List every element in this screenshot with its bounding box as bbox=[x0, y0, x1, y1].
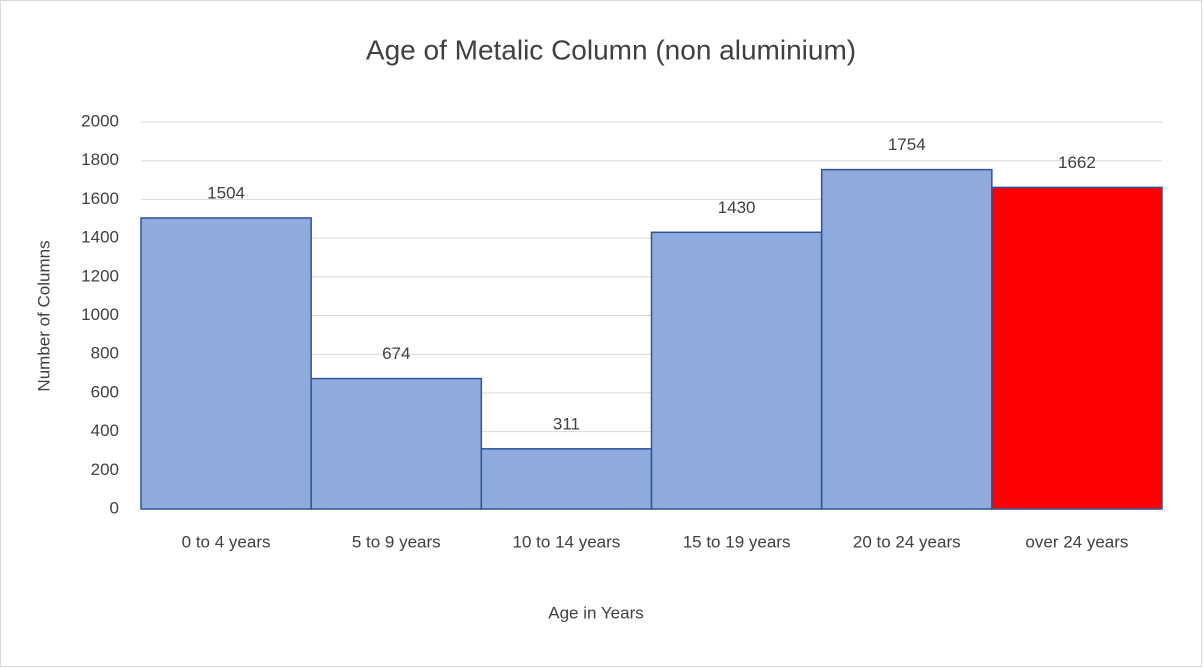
bar bbox=[310, 377, 483, 510]
x-tick-label: 15 to 19 years bbox=[683, 532, 791, 551]
y-tick-label: 2000 bbox=[81, 111, 119, 130]
y-tick-label: 800 bbox=[91, 344, 119, 363]
data-label: 1662 bbox=[1058, 153, 1096, 172]
data-label: 1504 bbox=[207, 183, 245, 202]
x-axis-label: Age in Years bbox=[548, 603, 643, 622]
x-tick-label: 0 to 4 years bbox=[182, 532, 271, 551]
y-tick-label: 1000 bbox=[81, 305, 119, 324]
y-tick-label: 400 bbox=[91, 421, 119, 440]
y-tick-label: 1800 bbox=[81, 150, 119, 169]
data-label: 1754 bbox=[888, 135, 926, 154]
bar bbox=[140, 217, 312, 510]
bar bbox=[820, 168, 993, 510]
chart-title: Age of Metalic Column (non aluminium) bbox=[366, 34, 856, 65]
y-axis-label: Number of Columns bbox=[34, 240, 53, 391]
x-tick-label: 10 to 14 years bbox=[513, 532, 621, 551]
y-tick-label: 1400 bbox=[81, 228, 119, 247]
x-tick-label: over 24 years bbox=[1025, 532, 1128, 551]
x-tick-label: 20 to 24 years bbox=[853, 532, 961, 551]
data-label: 1430 bbox=[718, 198, 756, 217]
bar bbox=[480, 448, 653, 510]
y-tick-label: 1600 bbox=[81, 189, 119, 208]
data-label: 674 bbox=[382, 344, 410, 363]
y-tick-label: 200 bbox=[91, 460, 119, 479]
y-tick-label: 1200 bbox=[81, 266, 119, 285]
x-tick-label: 5 to 9 years bbox=[352, 532, 441, 551]
data-label: 311 bbox=[553, 414, 580, 433]
bar bbox=[650, 231, 823, 510]
y-tick-label: 600 bbox=[91, 382, 119, 401]
bar bbox=[991, 186, 1163, 510]
y-tick-label: 0 bbox=[110, 498, 119, 517]
